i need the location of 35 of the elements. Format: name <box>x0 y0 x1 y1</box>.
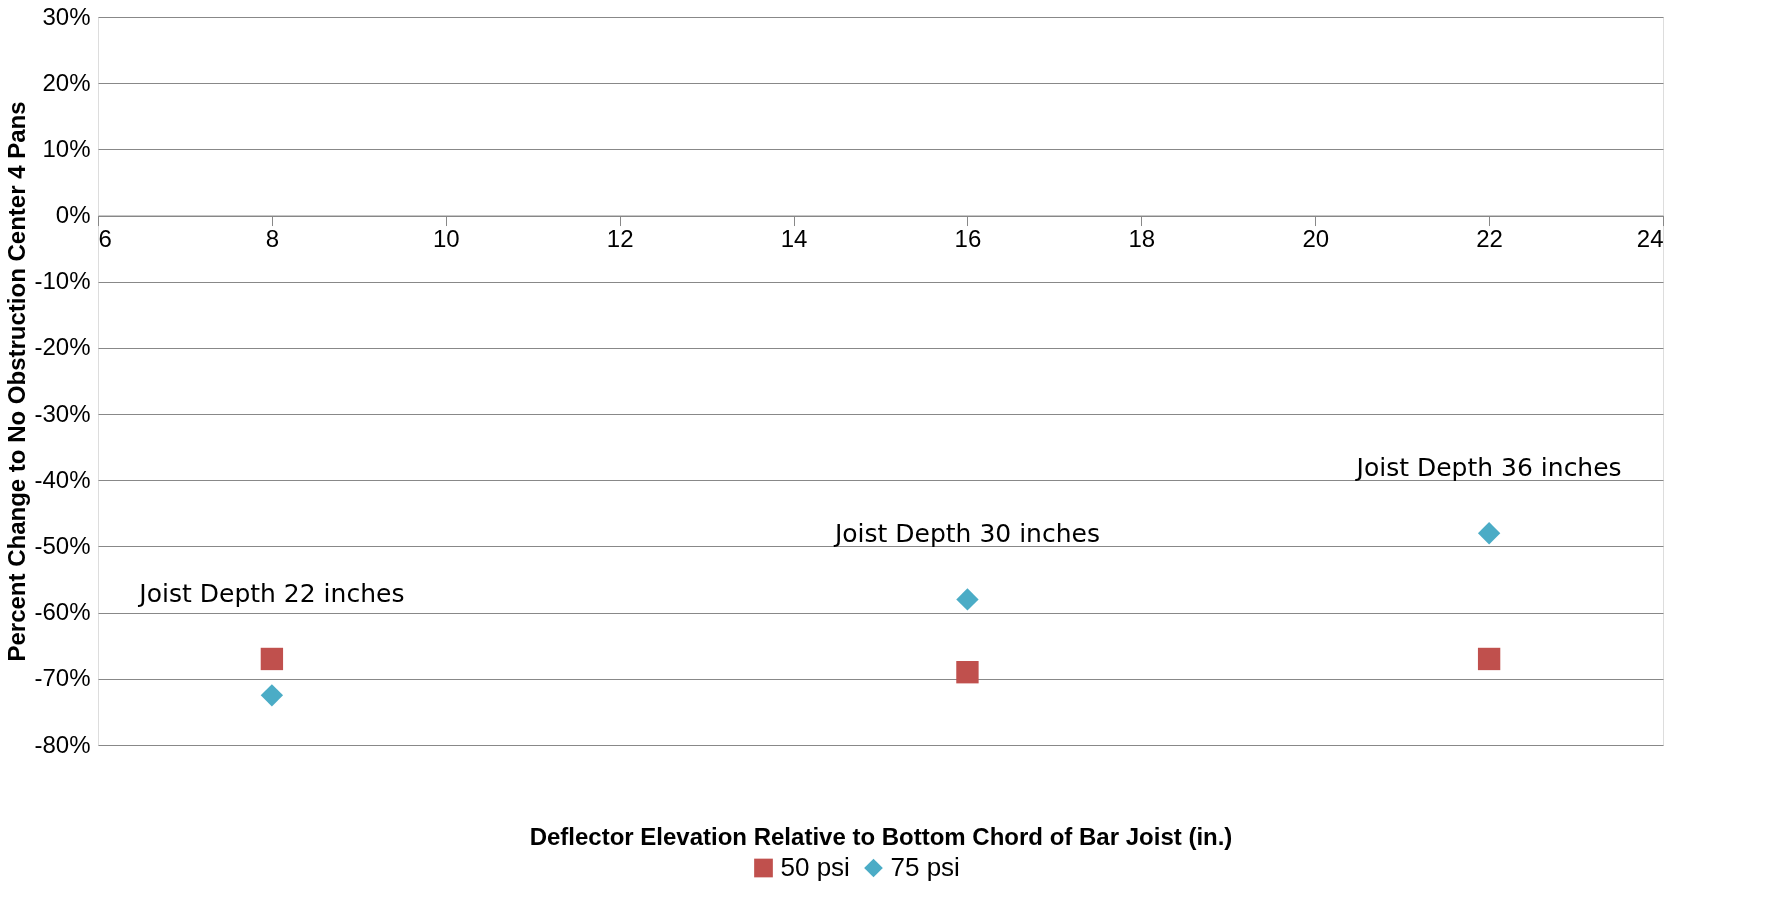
x-tick-label: 14 <box>780 225 808 253</box>
legend-label: 75 psi <box>890 852 960 882</box>
point <box>1477 647 1501 671</box>
y-tick-label: -50% <box>34 531 91 559</box>
y-tick-label: 10% <box>42 134 91 162</box>
x-tick-label: 8 <box>265 225 280 253</box>
point <box>260 647 284 671</box>
point <box>260 684 284 707</box>
y-tick-label: -20% <box>34 333 91 361</box>
point <box>1477 522 1501 545</box>
y-tick-label: -70% <box>34 664 91 692</box>
y-tick-label: -60% <box>34 598 91 626</box>
x-tick-label: 20 <box>1302 225 1330 253</box>
annotation: Joist Depth 30 inches <box>832 519 1100 549</box>
y-axis-title: Percent Change to No Obstruction Center 4 Pans <box>3 101 31 662</box>
x-tick-label: 24 <box>1636 225 1664 253</box>
point <box>956 588 979 611</box>
annotation: Joist Depth 36 inches <box>1354 453 1622 483</box>
x-tick-label: 10 <box>432 225 460 253</box>
y-tick-label: -10% <box>34 267 91 295</box>
y-tick-label: -40% <box>34 465 91 493</box>
x-tick-label: 18 <box>1128 225 1156 253</box>
annotation: Joist Depth 22 inches <box>137 578 405 608</box>
x-axis-title: Deflector Elevation Relative to Bottom Chord of Bar Joist (in.) <box>529 822 1233 850</box>
x-tick-label: 12 <box>606 225 634 253</box>
point <box>956 661 979 684</box>
y-tick-label: 0% <box>55 201 91 229</box>
x-tick-label: 6 <box>98 225 112 253</box>
y-tick-label: 20% <box>42 68 91 96</box>
legend-label: 50 psi <box>780 852 850 882</box>
y-tick-label: -30% <box>34 399 91 427</box>
y-tick-label: -80% <box>34 730 91 758</box>
y-tick-label: 30% <box>42 2 91 30</box>
x-tick-label: 16 <box>954 225 982 253</box>
x-tick-label: 22 <box>1476 225 1503 253</box>
